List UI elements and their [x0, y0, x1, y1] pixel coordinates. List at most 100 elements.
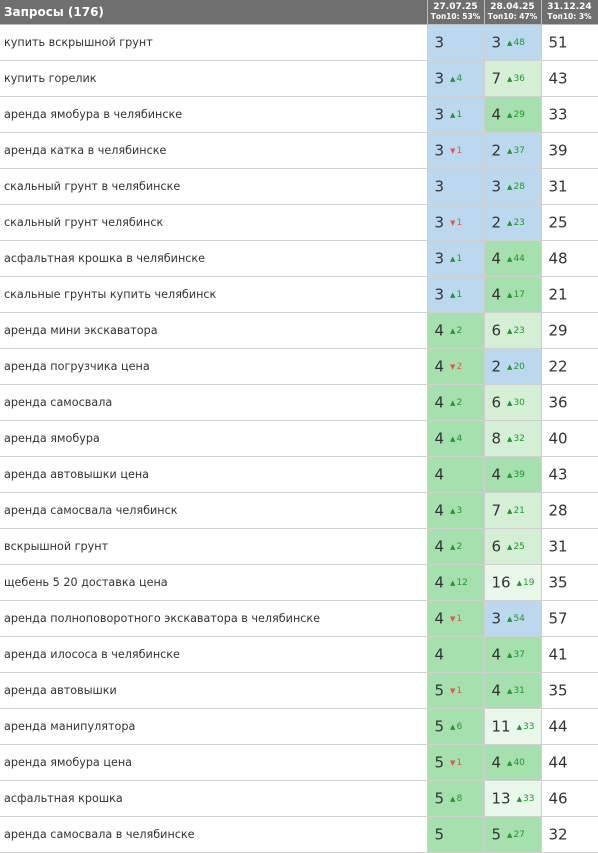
table-row[interactable]: купить вскрышной грунт 3 3 ▲48 51	[0, 24, 598, 61]
position-cell: 4 ▲12	[427, 564, 485, 601]
position-change: ▲1	[450, 254, 462, 264]
position-cell: 6 ▲23	[484, 312, 542, 349]
position-change: ▼1	[450, 758, 462, 768]
table-row[interactable]: скальные грунты купить челябинск 3 ▲1 4 ▲17 2…	[0, 276, 598, 313]
table-row[interactable]: асфальтная крошка 5 ▲8 13 ▲33 46	[0, 780, 598, 817]
table-row[interactable]: аренда катка в челябинске 3 ▼1 2 ▲37 39	[0, 132, 598, 169]
position-change: ▲4	[450, 74, 462, 84]
position-cell: 4 ▲17	[484, 276, 542, 313]
table-row[interactable]: аренда ямобура в челябинске 3 ▲1 4 ▲29 33	[0, 96, 598, 133]
query-cell[interactable]: аренда самосвала в челябинске	[0, 816, 428, 853]
column-top10: Топ10: 53%	[430, 12, 481, 21]
query-cell[interactable]: аренда автовышки цена	[0, 456, 428, 493]
change-value: 1	[456, 253, 463, 264]
arrow-down-icon: ▼	[450, 758, 456, 767]
arrow-up-icon: ▲	[507, 110, 513, 119]
date-column-header[interactable]: 27.07.25 Топ10: 53%	[427, 0, 485, 25]
table-row[interactable]: вскрышной грунт 4 ▲2 6 ▲25 31	[0, 528, 598, 565]
change-value: 21	[513, 505, 525, 516]
position-value: 7	[491, 69, 502, 88]
date-column-header[interactable]: 31.12.24 Топ10: 3%	[541, 0, 598, 25]
table-row[interactable]: купить горелик 3 ▲4 7 ▲36 43	[0, 60, 598, 97]
query-cell[interactable]: аренда полноповоротного экскаватора в че…	[0, 600, 428, 637]
position-cell: 39	[541, 132, 598, 169]
position-value: 13	[491, 789, 511, 808]
query-cell[interactable]: купить горелик	[0, 60, 428, 97]
position-cell: 3	[427, 168, 485, 205]
position-value: 46	[548, 789, 568, 808]
table-row[interactable]: аренда илососа в челябинске 4 4 ▲37 41	[0, 636, 598, 673]
query-cell[interactable]: асфальтная крошка в челябинске	[0, 240, 428, 277]
position-cell: 7 ▲21	[484, 492, 542, 529]
position-change: ▲1	[450, 110, 462, 120]
table-row[interactable]: аренда автовышки 5 ▼1 4 ▲31 35	[0, 672, 598, 709]
position-value: 35	[548, 681, 568, 700]
table-row[interactable]: аренда самосвала в челябинске 5 5 ▲27 32	[0, 816, 598, 853]
position-value: 3	[434, 105, 445, 124]
position-value: 3	[434, 213, 445, 232]
query-cell[interactable]: аренда погрузчика цена	[0, 348, 428, 385]
query-cell[interactable]: аренда манипулятора	[0, 708, 428, 745]
table-row[interactable]: аренда мини экскаватора 4 ▲2 6 ▲23 29	[0, 312, 598, 349]
query-cell[interactable]: аренда илососа в челябинске	[0, 636, 428, 673]
table-row[interactable]: скальный грунт в челябинске 3 3 ▲28 31	[0, 168, 598, 205]
table-row[interactable]: щебень 5 20 доставка цена 4 ▲12 16 ▲19 35	[0, 564, 598, 601]
arrow-down-icon: ▼	[450, 686, 456, 695]
position-cell: 13 ▲33	[484, 780, 542, 817]
query-cell[interactable]: купить вскрышной грунт	[0, 24, 428, 61]
position-change: ▲29	[507, 110, 525, 120]
position-value: 2	[491, 213, 502, 232]
column-date: 28.04.25	[490, 2, 535, 12]
change-value: 40	[513, 757, 525, 768]
query-cell[interactable]: вскрышной грунт	[0, 528, 428, 565]
query-cell[interactable]: аренда ямобура	[0, 420, 428, 457]
query-cell[interactable]: скальные грунты купить челябинск	[0, 276, 428, 313]
date-column-header[interactable]: 28.04.25 Топ10: 47%	[484, 0, 542, 25]
query-cell[interactable]: аренда самосвала	[0, 384, 428, 421]
position-cell: 8 ▲32	[484, 420, 542, 457]
table-row[interactable]: аренда самосвала челябинск 4 ▲3 7 ▲21 28	[0, 492, 598, 529]
table-row[interactable]: скальный грунт челябинск 3 ▼1 2 ▲23 25	[0, 204, 598, 241]
position-cell: 3 ▲1	[427, 240, 485, 277]
table-row[interactable]: асфальтная крошка в челябинске 3 ▲1 4 ▲44 48	[0, 240, 598, 277]
query-cell[interactable]: аренда автовышки	[0, 672, 428, 709]
query-cell[interactable]: аренда мини экскаватора	[0, 312, 428, 349]
position-change: ▲28	[507, 182, 525, 192]
arrow-up-icon: ▲	[507, 254, 513, 263]
query-cell[interactable]: аренда самосвала челябинск	[0, 492, 428, 529]
arrow-up-icon: ▲	[450, 74, 456, 83]
table-row[interactable]: аренда погрузчика цена 4 ▼2 2 ▲20 22	[0, 348, 598, 385]
queries-column-header[interactable]: Запросы (176)	[0, 0, 428, 25]
table-row[interactable]: аренда полноповоротного экскаватора в че…	[0, 600, 598, 637]
position-value: 3	[434, 177, 445, 196]
query-cell[interactable]: аренда ямобура цена	[0, 744, 428, 781]
table-row[interactable]: аренда манипулятора 5 ▲6 11 ▲33 44	[0, 708, 598, 745]
position-cell: 4 ▲39	[484, 456, 542, 493]
query-cell[interactable]: асфальтная крошка	[0, 780, 428, 817]
position-cell: 11 ▲33	[484, 708, 542, 745]
position-cell: 6 ▲30	[484, 384, 542, 421]
query-cell[interactable]: щебень 5 20 доставка цена	[0, 564, 428, 601]
table-row[interactable]: аренда автовышки цена 4 4 ▲39 43	[0, 456, 598, 493]
change-value: 39	[513, 469, 525, 480]
change-value: 32	[513, 433, 525, 444]
table-row[interactable]: аренда ямобура цена 5 ▼1 4 ▲40 44	[0, 744, 598, 781]
table-row[interactable]: аренда самосвала 4 ▲2 6 ▲30 36	[0, 384, 598, 421]
change-value: 20	[513, 361, 525, 372]
arrow-up-icon: ▲	[507, 542, 513, 551]
query-cell[interactable]: аренда ямобура в челябинске	[0, 96, 428, 133]
arrow-up-icon: ▲	[450, 434, 456, 443]
position-value: 3	[491, 33, 502, 52]
query-cell[interactable]: скальный грунт челябинск	[0, 204, 428, 241]
position-cell: 4 ▲29	[484, 96, 542, 133]
position-cell: 4 ▼1	[427, 600, 485, 637]
position-value: 4	[491, 465, 502, 484]
position-cell: 33	[541, 96, 598, 133]
arrow-up-icon: ▲	[450, 578, 456, 587]
position-cell: 6 ▲25	[484, 528, 542, 565]
change-value: 1	[456, 217, 463, 228]
table-row[interactable]: аренда ямобура 4 ▲4 8 ▲32 40	[0, 420, 598, 457]
query-cell[interactable]: скальный грунт в челябинске	[0, 168, 428, 205]
position-cell: 3 ▲28	[484, 168, 542, 205]
query-cell[interactable]: аренда катка в челябинске	[0, 132, 428, 169]
